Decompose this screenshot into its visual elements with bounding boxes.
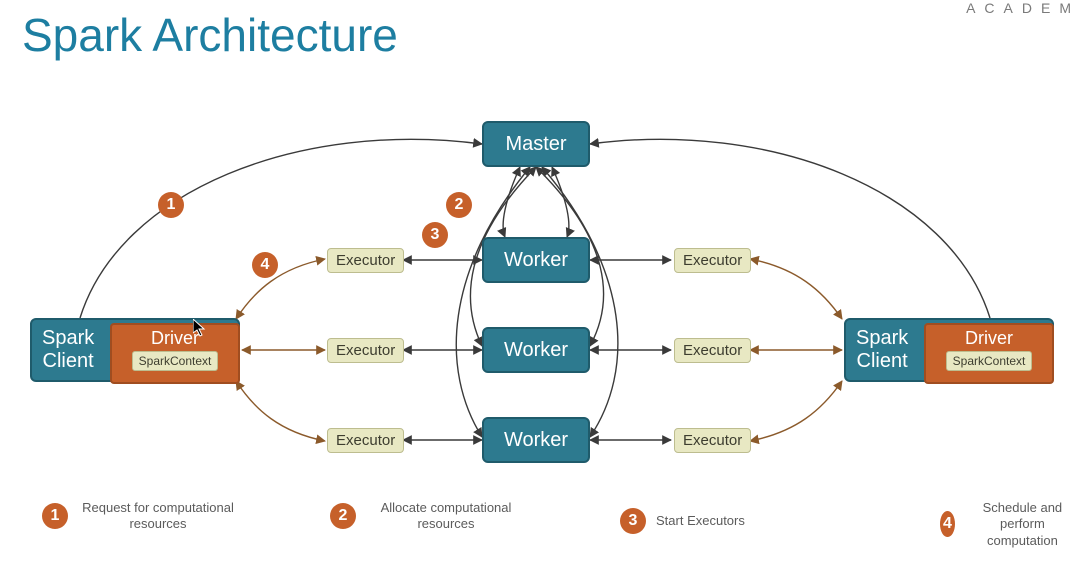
node-label: Master bbox=[505, 133, 566, 156]
spark-context-label: SparkContext bbox=[946, 351, 1033, 371]
cursor-icon bbox=[193, 319, 209, 339]
legend-item-1: 1 Request for computational resources bbox=[42, 500, 238, 533]
legend-text: Request for computational resources bbox=[78, 500, 238, 533]
legend-step-circle: 2 bbox=[330, 503, 356, 529]
executor-r3: Executor bbox=[674, 428, 751, 453]
legend-text: Allocate computational resources bbox=[366, 500, 526, 533]
step-marker-2: 2 bbox=[446, 192, 472, 218]
node-label: Worker bbox=[504, 339, 568, 362]
legend-item-3: 3 Start Executors bbox=[620, 508, 745, 534]
legend-text: Schedule and perform computation bbox=[965, 500, 1080, 549]
executor-l2: Executor bbox=[327, 338, 404, 363]
driver-box-right: DriverSparkContext bbox=[924, 323, 1054, 384]
node-label: Spark Client bbox=[42, 327, 94, 373]
step-marker-4: 4 bbox=[252, 252, 278, 278]
node-label: Worker bbox=[504, 429, 568, 452]
executor-l1: Executor bbox=[327, 248, 404, 273]
step-marker-3: 3 bbox=[422, 222, 448, 248]
node-label: Spark Client bbox=[856, 327, 908, 373]
legend-step-circle: 1 bbox=[42, 503, 68, 529]
legend-item-2: 2 Allocate computational resources bbox=[330, 500, 526, 533]
step-marker-1: 1 bbox=[158, 192, 184, 218]
executor-l3: Executor bbox=[327, 428, 404, 453]
node-worker2: Worker bbox=[482, 327, 590, 373]
executor-r1: Executor bbox=[674, 248, 751, 273]
node-worker3: Worker bbox=[482, 417, 590, 463]
legend-item-4: 4 Schedule and perform computation bbox=[940, 500, 1080, 549]
legend-step-circle: 3 bbox=[620, 508, 646, 534]
node-label: Worker bbox=[504, 249, 568, 272]
legend-text: Start Executors bbox=[656, 513, 745, 529]
node-master: Master bbox=[482, 121, 590, 167]
diagram-stage: Master Worker Worker Worker Spark Client Spar… bbox=[0, 0, 1080, 579]
driver-box-left: DriverSparkContext bbox=[110, 323, 240, 384]
driver-label: Driver bbox=[151, 328, 199, 349]
spark-context-label: SparkContext bbox=[132, 351, 219, 371]
driver-label: Driver bbox=[965, 328, 1013, 349]
executor-r2: Executor bbox=[674, 338, 751, 363]
node-worker1: Worker bbox=[482, 237, 590, 283]
legend-step-circle: 4 bbox=[940, 511, 955, 537]
